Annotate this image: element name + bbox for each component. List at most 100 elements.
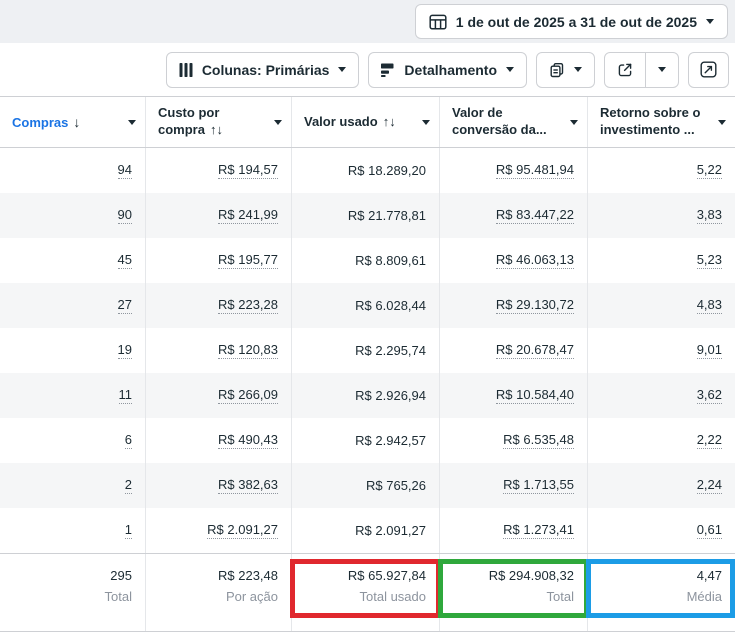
table-cell[interactable]: R$ 6.535,48 bbox=[440, 418, 588, 463]
table-cell[interactable]: R$ 83.447,22 bbox=[440, 193, 588, 238]
column-header-retorno-investimento[interactable]: Retorno sobre o investimento ... bbox=[588, 97, 735, 147]
table-cell[interactable]: 45 bbox=[0, 238, 146, 283]
table-cell[interactable]: R$ 10.584,40 bbox=[440, 373, 588, 418]
cell-value[interactable]: R$ 266,09 bbox=[218, 387, 278, 404]
chevron-down-icon bbox=[658, 67, 666, 72]
table-cell[interactable]: R$ 266,09 bbox=[146, 373, 292, 418]
cell-value[interactable]: 9,01 bbox=[696, 342, 722, 359]
table-cell[interactable]: R$ 1.713,55 bbox=[440, 463, 588, 508]
table-cell[interactable]: 5,22 bbox=[588, 148, 735, 193]
cell-value[interactable]: 5,23 bbox=[696, 252, 722, 269]
table-row: 2 R$ 382,63 R$ 765,26 R$ 1.713,55 2,24 bbox=[0, 463, 735, 508]
table-cell[interactable]: 0,61 bbox=[588, 508, 735, 553]
table-cell[interactable]: 3,62 bbox=[588, 373, 735, 418]
cell-value[interactable]: 0,61 bbox=[696, 522, 722, 539]
table-row: 45 R$ 195,77 R$ 8.809,61 R$ 46.063,13 5,23 bbox=[0, 238, 735, 283]
cell-value[interactable]: R$ 241,99 bbox=[218, 207, 278, 224]
charts-button[interactable] bbox=[688, 51, 729, 88]
cell-value: R$ 21.778,81 bbox=[347, 208, 426, 223]
cell-value[interactable]: 2,22 bbox=[696, 432, 722, 449]
chevron-down-icon[interactable] bbox=[128, 120, 136, 125]
table-cell[interactable]: R$ 223,28 bbox=[146, 283, 292, 328]
totals-label: Por ação bbox=[225, 589, 278, 604]
cell-value[interactable]: 19 bbox=[117, 342, 132, 359]
cell-value[interactable]: R$ 46.063,13 bbox=[495, 252, 574, 269]
date-range-button[interactable]: 1 de out de 2025 a 31 de out de 2025 bbox=[414, 4, 728, 39]
table-cell[interactable]: 94 bbox=[0, 148, 146, 193]
cell-value[interactable]: 4,83 bbox=[696, 297, 722, 314]
cell-value[interactable]: 90 bbox=[117, 207, 132, 224]
cell-value: R$ 2.295,74 bbox=[355, 343, 426, 358]
table-cell[interactable]: 9,01 bbox=[588, 328, 735, 373]
cell-value[interactable]: R$ 2.091,27 bbox=[207, 522, 278, 539]
export-options-button[interactable] bbox=[646, 53, 678, 87]
column-header-compras[interactable]: Compras ↓ bbox=[0, 97, 146, 147]
cell-value[interactable]: R$ 195,77 bbox=[218, 252, 278, 269]
table-cell[interactable]: R$ 29.130,72 bbox=[440, 283, 588, 328]
table-cell[interactable]: R$ 20.678,47 bbox=[440, 328, 588, 373]
table-cell[interactable]: 11 bbox=[0, 373, 146, 418]
table-cell[interactable]: R$ 490,43 bbox=[146, 418, 292, 463]
cell-value[interactable]: R$ 120,83 bbox=[218, 342, 278, 359]
breakdown-button[interactable]: Detalhamento bbox=[368, 51, 527, 88]
cell-value[interactable]: R$ 95.481,94 bbox=[495, 162, 574, 179]
cell-value[interactable]: 3,83 bbox=[696, 207, 722, 224]
cell-value[interactable]: R$ 382,63 bbox=[218, 477, 278, 494]
table-cell[interactable]: 27 bbox=[0, 283, 146, 328]
cell-value[interactable]: 3,62 bbox=[696, 387, 722, 404]
cell-value[interactable]: R$ 83.447,22 bbox=[495, 207, 574, 224]
table-cell[interactable]: 4,83 bbox=[588, 283, 735, 328]
cell-value[interactable]: 1 bbox=[124, 522, 132, 539]
cell-value[interactable]: R$ 20.678,47 bbox=[495, 342, 574, 359]
cell-value[interactable]: 5,22 bbox=[696, 162, 722, 179]
chevron-down-icon[interactable] bbox=[570, 120, 578, 125]
table-cell[interactable]: R$ 95.481,94 bbox=[440, 148, 588, 193]
table-cell: R$ 2.091,27 bbox=[292, 508, 440, 553]
table-cell[interactable]: 90 bbox=[0, 193, 146, 238]
table-cell[interactable]: 19 bbox=[0, 328, 146, 373]
chevron-down-icon[interactable] bbox=[274, 120, 282, 125]
column-header-custo-por-compra[interactable]: Custo por compra ↑↓ bbox=[146, 97, 292, 147]
table-cell[interactable]: 6 bbox=[0, 418, 146, 463]
cell-value[interactable]: 11 bbox=[118, 387, 132, 404]
table-cell[interactable]: 2 bbox=[0, 463, 146, 508]
table-cell[interactable]: R$ 120,83 bbox=[146, 328, 292, 373]
cell-value[interactable]: 2 bbox=[124, 477, 132, 494]
table-cell: R$ 2.942,57 bbox=[292, 418, 440, 463]
cell-value[interactable]: R$ 1.713,55 bbox=[503, 477, 574, 494]
table-cell[interactable]: R$ 382,63 bbox=[146, 463, 292, 508]
table-cell[interactable]: 3,83 bbox=[588, 193, 735, 238]
table-cell[interactable]: R$ 241,99 bbox=[146, 193, 292, 238]
cell-value[interactable]: R$ 6.535,48 bbox=[503, 432, 574, 449]
table-cell[interactable]: R$ 195,77 bbox=[146, 238, 292, 283]
cell-value[interactable]: 6 bbox=[124, 432, 132, 449]
chevron-down-icon[interactable] bbox=[422, 120, 430, 125]
totals-cell: R$ 223,48 Por ação bbox=[146, 554, 292, 631]
cell-value[interactable]: R$ 10.584,40 bbox=[495, 387, 574, 404]
cell-value[interactable]: R$ 1.273,41 bbox=[503, 522, 574, 539]
date-range-label: 1 de out de 2025 a 31 de out de 2025 bbox=[455, 13, 697, 30]
cell-value[interactable]: 45 bbox=[117, 252, 132, 269]
chevron-down-icon[interactable] bbox=[718, 120, 726, 125]
cell-value[interactable]: 27 bbox=[117, 297, 132, 314]
column-header-valor-conversao[interactable]: Valor de conversão da... bbox=[440, 97, 588, 147]
cell-value[interactable]: R$ 223,28 bbox=[218, 297, 278, 314]
cell-value[interactable]: R$ 29.130,72 bbox=[495, 297, 574, 314]
cell-value[interactable]: R$ 194,57 bbox=[218, 162, 278, 179]
table-cell[interactable]: R$ 2.091,27 bbox=[146, 508, 292, 553]
reports-button[interactable] bbox=[536, 51, 595, 88]
table-cell[interactable]: 5,23 bbox=[588, 238, 735, 283]
columns-button[interactable]: Colunas: Primárias bbox=[165, 51, 360, 88]
table-cell[interactable]: 2,24 bbox=[588, 463, 735, 508]
table-cell[interactable]: 2,22 bbox=[588, 418, 735, 463]
table-cell[interactable]: R$ 194,57 bbox=[146, 148, 292, 193]
table-cell[interactable]: R$ 1.273,41 bbox=[440, 508, 588, 553]
totals-row: 295 Total R$ 223,48 Por ação R$ 65.927,84 Tot… bbox=[0, 553, 735, 632]
cell-value[interactable]: 2,24 bbox=[696, 477, 722, 494]
cell-value[interactable]: R$ 490,43 bbox=[218, 432, 278, 449]
cell-value[interactable]: 94 bbox=[117, 162, 132, 179]
table-cell[interactable]: 1 bbox=[0, 508, 146, 553]
export-button[interactable] bbox=[605, 53, 645, 87]
table-cell[interactable]: R$ 46.063,13 bbox=[440, 238, 588, 283]
column-header-valor-usado[interactable]: Valor usado ↑↓ bbox=[292, 97, 440, 147]
